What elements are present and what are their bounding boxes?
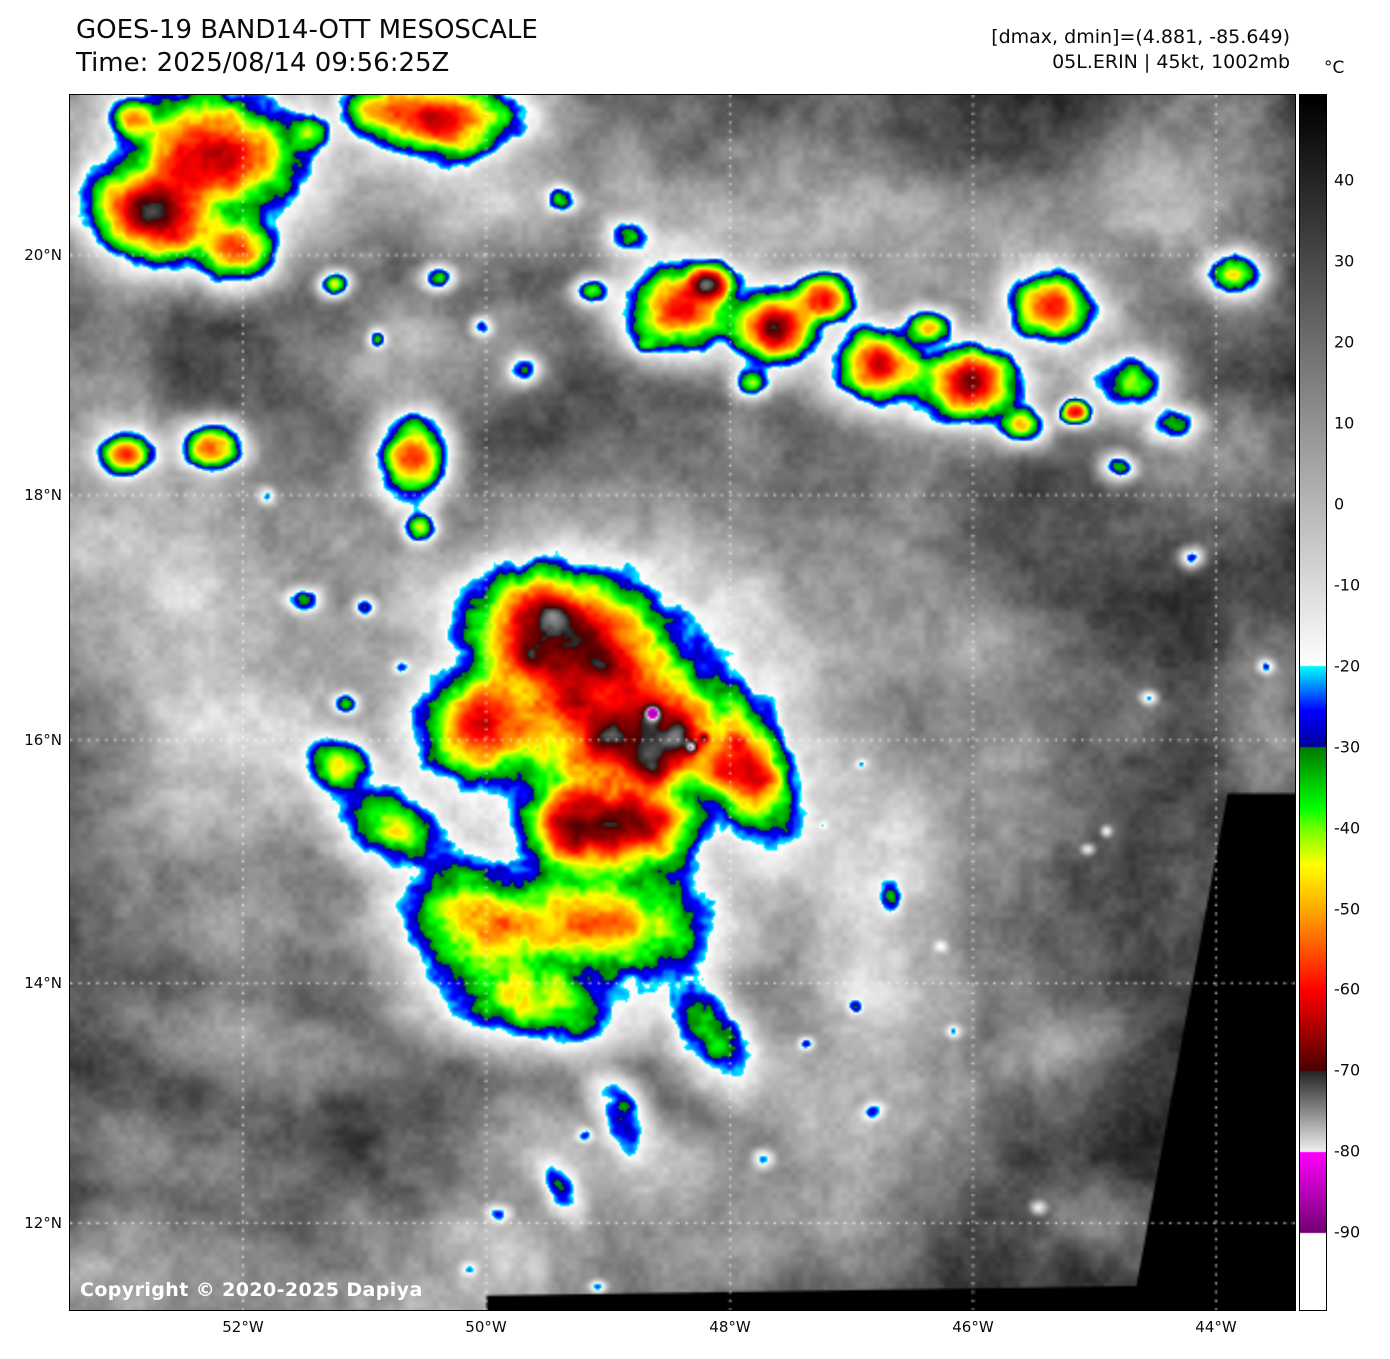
colorbar-tick-label: -90 (1334, 1222, 1361, 1242)
product-title: GOES-19 BAND14-OTT MESOSCALE (76, 15, 538, 45)
colorbar-tick-label: -70 (1334, 1060, 1361, 1080)
colorbar-tick-label: 0 (1334, 494, 1345, 514)
longitude-tick-label: 48°W (709, 1318, 751, 1336)
colorbar-canvas (1300, 95, 1326, 1310)
colorbar-tick-label: -50 (1334, 899, 1361, 918)
colorbar-tick-label: -10 (1334, 575, 1361, 595)
header-left: GOES-19 BAND14-OTT MESOSCALE Time: 2025/… (76, 14, 538, 81)
storm-info: 05L.ERIN | 45kt, 1002mb (1052, 51, 1290, 74)
latitude-tick-label: 12°N (24, 1214, 62, 1232)
colorbar-tick-label: 30 (1334, 251, 1355, 271)
colorbar-tick-label: -20 (1334, 656, 1361, 676)
latitude-tick-label: 20°N (24, 246, 62, 264)
colorbar-tick-label: 40 (1334, 170, 1355, 190)
timestamp: Time: 2025/08/14 09:56:25Z (76, 48, 450, 79)
colorbar-tick-label: -40 (1334, 818, 1361, 838)
colorbar-unit-label: °C (1324, 58, 1345, 78)
latitude-tick-label: 14°N (24, 974, 62, 993)
colorbar-tick-label: -30 (1334, 737, 1361, 757)
header-right: [dmax, dmin]=(4.881, -85.649) 05L.ERIN |… (991, 25, 1290, 75)
colorbar-tick-label: -60 (1334, 979, 1361, 999)
satellite-map: Copyright © 2020-2025 Dapiya (69, 94, 1296, 1311)
colorbar-tick-label: 20 (1334, 332, 1355, 352)
longitude-tick-label: 44°W (1195, 1318, 1237, 1336)
latitude-tick-label: 18°N (24, 485, 62, 504)
copyright-watermark: Copyright © 2020-2025 Dapiya (80, 1279, 423, 1301)
longitude-tick-label: 50°W (465, 1318, 507, 1336)
satellite-canvas (70, 95, 1295, 1310)
longitude-tick-label: 52°W (222, 1318, 264, 1336)
colorbar-tick-label: 10 (1334, 413, 1355, 433)
temperature-colorbar (1299, 94, 1327, 1311)
colorbar-tick-label: -80 (1334, 1141, 1361, 1161)
latitude-tick-label: 16°N (24, 731, 62, 750)
longitude-tick-label: 46°W (952, 1318, 994, 1336)
dmax-dmin-readout: [dmax, dmin]=(4.881, -85.649) (991, 26, 1290, 48)
